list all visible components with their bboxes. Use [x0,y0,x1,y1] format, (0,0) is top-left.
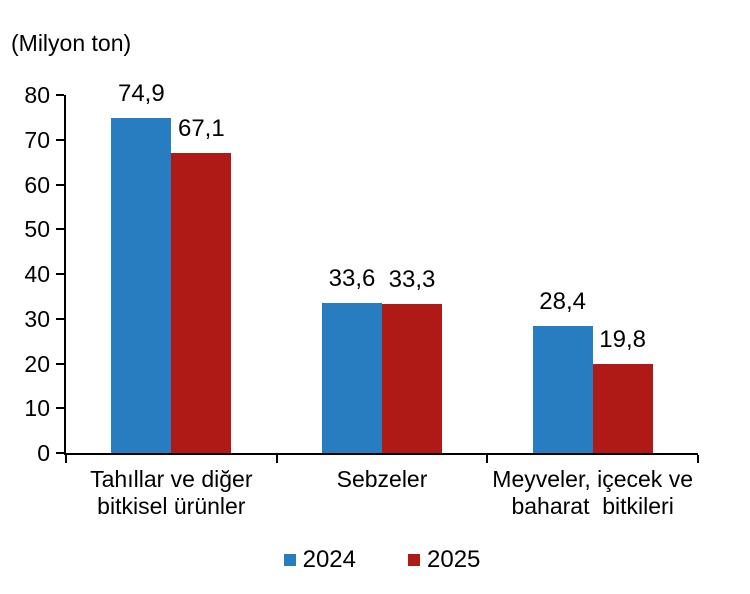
y-axis-tick-label: 80 [24,82,50,108]
bar-2025 [382,303,442,453]
category-label: Meyveler, içecek ve baharat bitkileri [492,466,693,519]
x-tick-mark [486,455,489,463]
value-label: 19,8 [599,326,647,354]
x-tick-mark [65,455,67,463]
y-axis-tick-label: 30 [24,305,50,332]
legend-swatch-icon [283,554,296,566]
y-axis-tick-label: 40 [24,261,50,287]
y-tick-mark [56,362,64,365]
value-label: 28,4 [539,287,587,315]
category-label: Tahıllar ve diğer bitkisel ürünler [90,466,253,519]
y-axis-tick-label: 0 [37,440,50,466]
y-tick-mark [56,228,64,231]
x-tick-mark [697,455,699,463]
category-label: Sebzeler [336,466,428,492]
y-axis-tick-label: 70 [24,126,50,153]
y-tick-mark [56,94,64,96]
value-label: 33,6 [328,264,376,292]
legend-swatch-icon [408,554,420,566]
legend-item-2024: 2024 [283,546,356,574]
y-tick-mark [56,273,64,275]
y-axis-tick-label: 60 [24,171,50,198]
bar-2024 [111,117,172,453]
y-axis-tick-label: 10 [24,395,50,422]
bar-2024 [322,302,382,453]
value-label: 74,9 [117,79,165,107]
y-axis-tick-label: 50 [24,216,50,243]
y-tick-mark [56,138,64,141]
y-axis-tick-label: 20 [24,350,50,377]
value-label: 67,1 [177,114,225,142]
y-tick-mark [56,183,64,186]
bar-2025 [171,152,232,453]
x-tick-mark [275,455,278,463]
y-tick-mark [56,407,64,410]
legend-item-2025: 2025 [408,546,480,574]
bar-2025 [592,364,653,453]
legend-label: 2024 [302,546,356,573]
value-label: 33,3 [388,265,436,293]
legend: 2024 2025 [66,546,698,574]
y-tick-mark [56,452,64,454]
legend-label: 2025 [427,546,481,573]
bar-2024 [532,325,593,453]
plot-area [64,95,698,455]
y-tick-mark [56,317,64,320]
axis-unit-label: (Milyon ton) [11,30,132,56]
